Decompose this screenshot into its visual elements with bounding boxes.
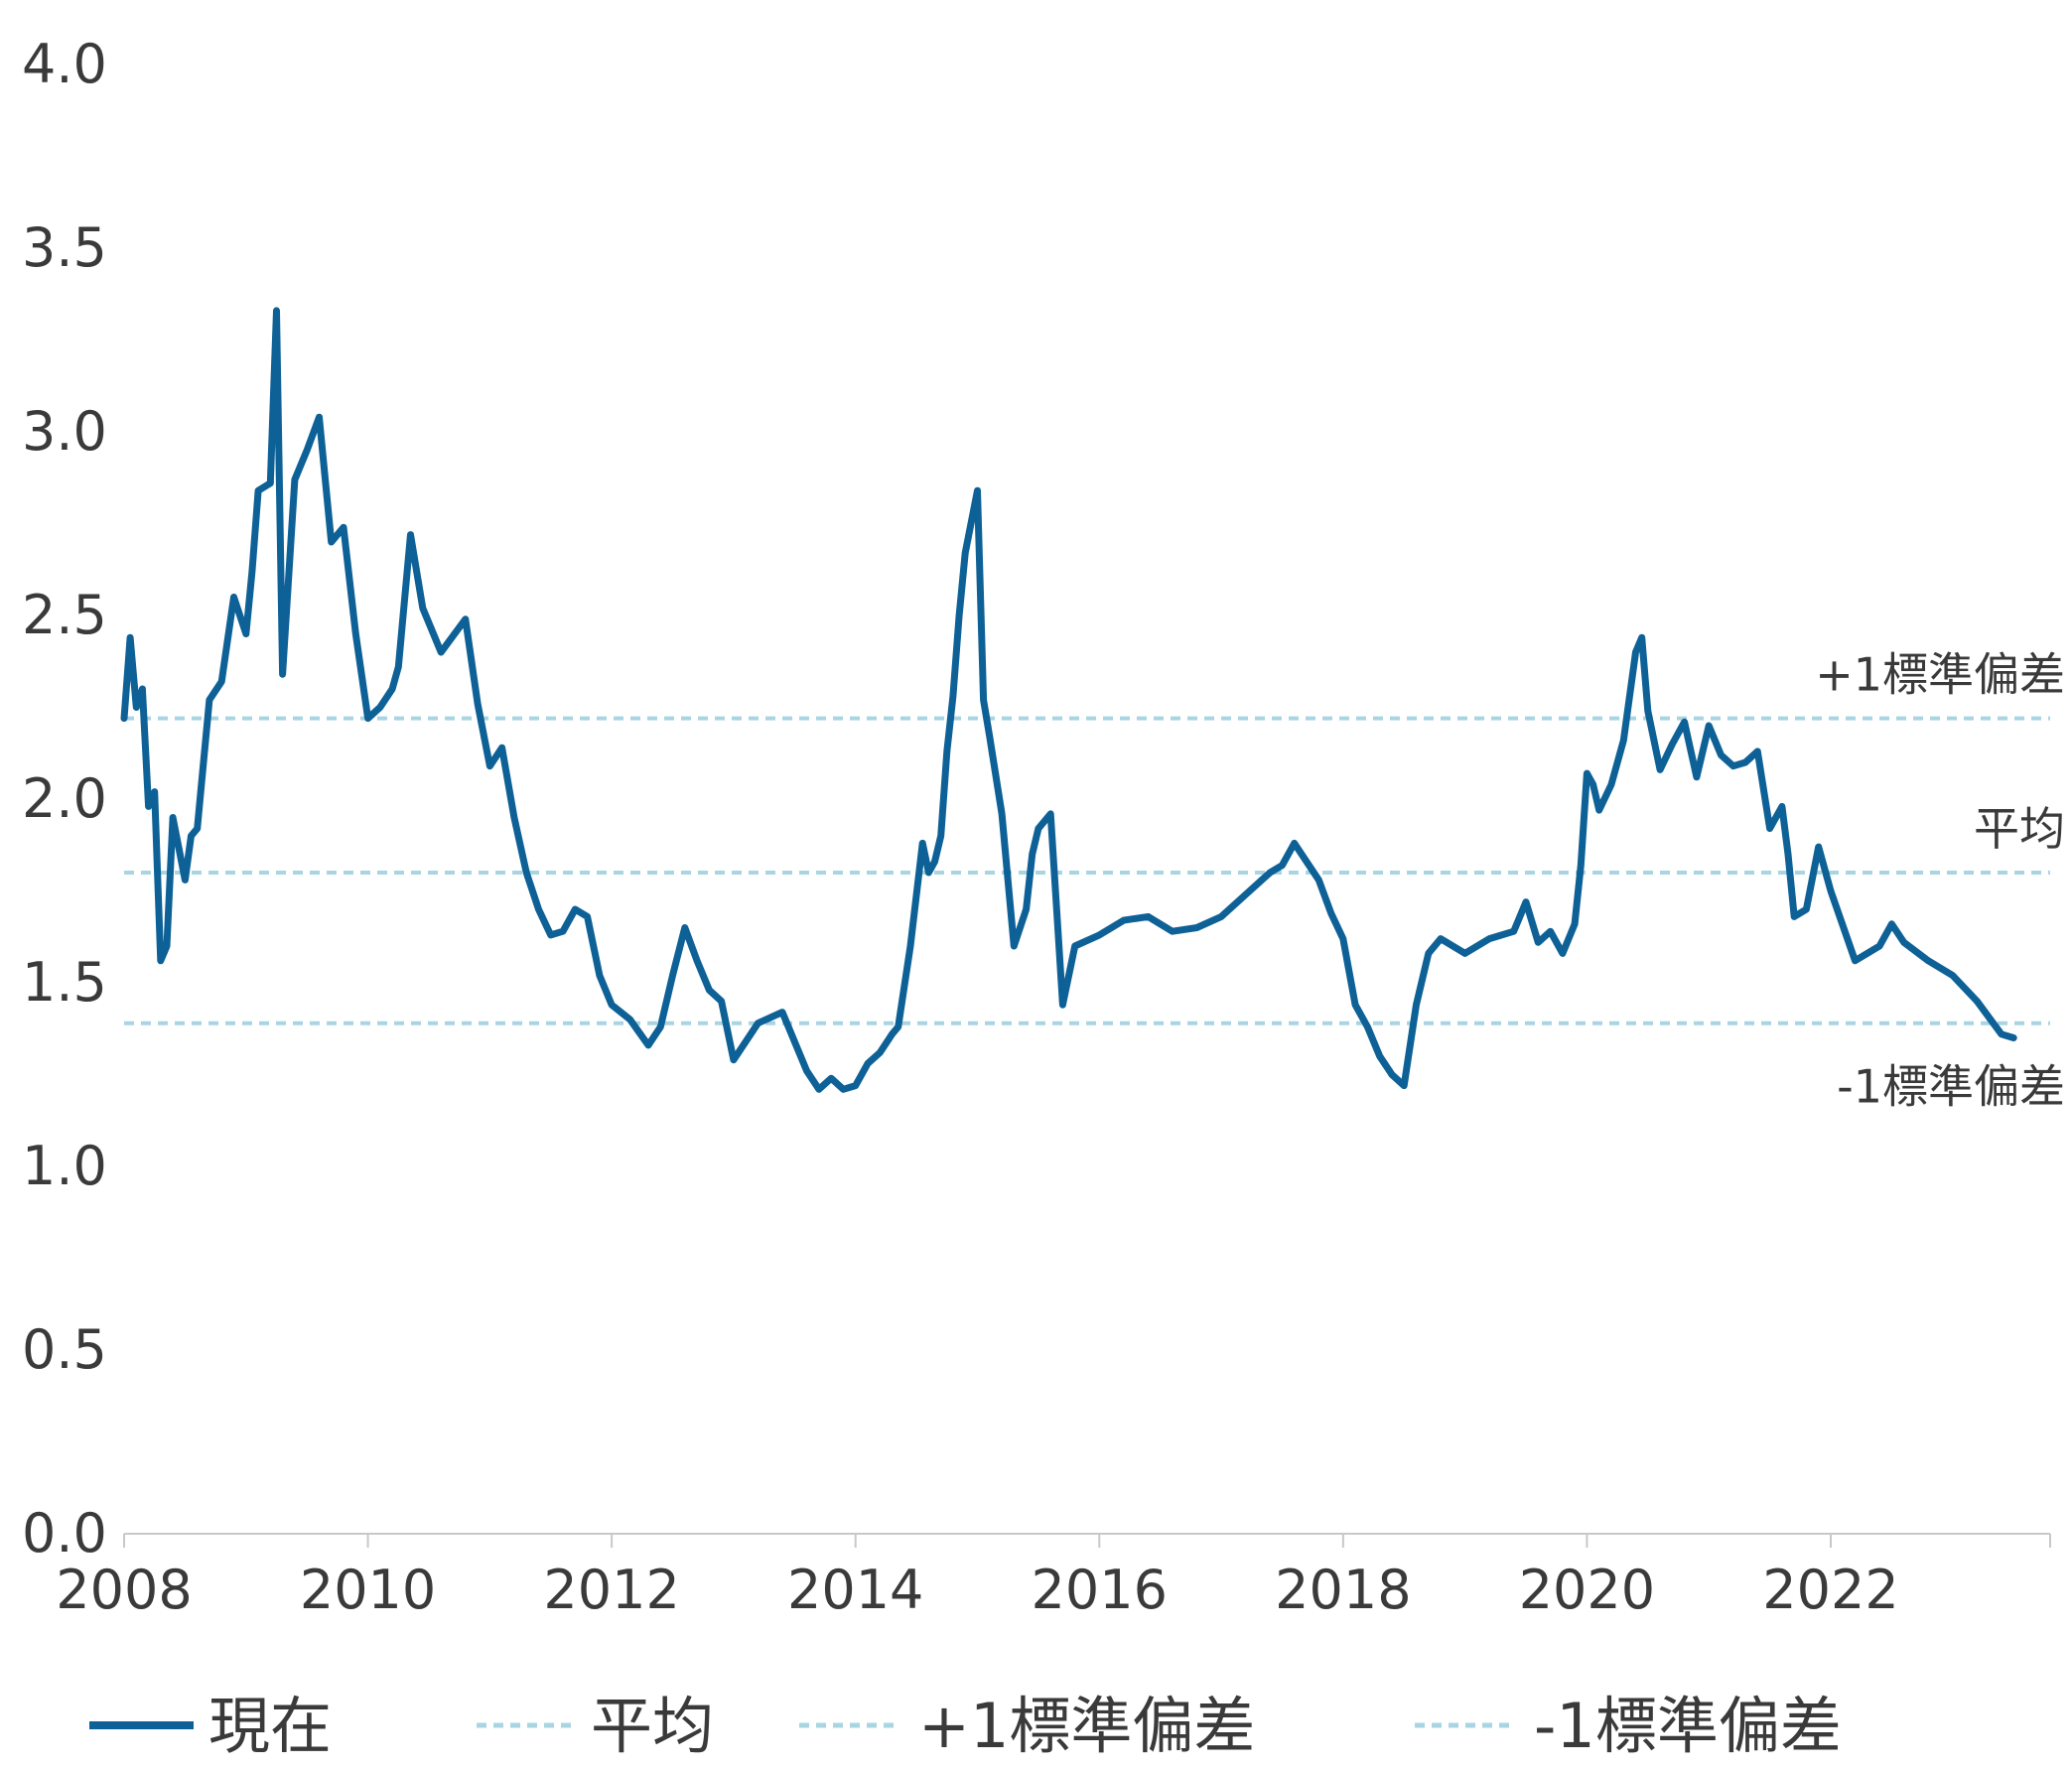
x-tick-label: 2016 — [1032, 1559, 1168, 1621]
y-tick-label: 1.5 — [22, 951, 107, 1014]
legend-item-minus1: -1標準偏差 — [1415, 1690, 1842, 1762]
y-tick-label: 0.0 — [22, 1502, 107, 1565]
y-tick-label: 0.5 — [22, 1318, 107, 1381]
reference-label-mean: 平均 — [1974, 802, 2065, 856]
x-tick-label: 2014 — [787, 1559, 923, 1621]
y-tick-label: 3.0 — [22, 400, 107, 463]
x-axis: 2008 2010 2012 2014 2016 2018 2020 2022 — [56, 1533, 2051, 1621]
legend-item-mean: 平均 — [477, 1690, 714, 1762]
x-tick-label: 2012 — [543, 1559, 679, 1621]
legend-label-minus1: -1標準偏差 — [1534, 1690, 1842, 1762]
y-tick-label: 2.5 — [22, 584, 107, 646]
x-tick-label: 2018 — [1275, 1559, 1411, 1621]
y-tick-label: 1.0 — [22, 1135, 107, 1197]
y-tick-label: 4.0 — [22, 33, 107, 95]
x-tick-label: 2020 — [1519, 1559, 1655, 1621]
y-tick-label: 2.0 — [22, 767, 107, 830]
series-line-current — [120, 307, 2017, 1093]
legend-label-plus1: +1標準偏差 — [918, 1690, 1255, 1762]
y-tick-label: 3.5 — [22, 216, 107, 279]
reference-label-minus1: -1標準偏差 — [1837, 1060, 2065, 1114]
legend: 現在 平均 +1標準偏差 -1標準偏差 — [89, 1690, 1842, 1762]
legend-item-plus1: +1標準偏差 — [799, 1690, 1255, 1762]
legend-item-current: 現在 — [89, 1690, 332, 1762]
series-layer — [120, 307, 2017, 1093]
legend-label-mean: 平均 — [591, 1690, 714, 1762]
legend-label-current: 現在 — [208, 1690, 332, 1762]
y-axis-labels: 0.0 0.5 1.0 1.5 2.0 2.5 3.0 3.5 4.0 — [22, 33, 107, 1565]
x-tick-label: 2008 — [56, 1559, 192, 1621]
reference-label-plus1: +1標準偏差 — [1815, 648, 2065, 702]
reference-lines — [124, 716, 2050, 1025]
x-tick-label: 2022 — [1762, 1559, 1898, 1621]
x-tick-label: 2010 — [300, 1559, 436, 1621]
